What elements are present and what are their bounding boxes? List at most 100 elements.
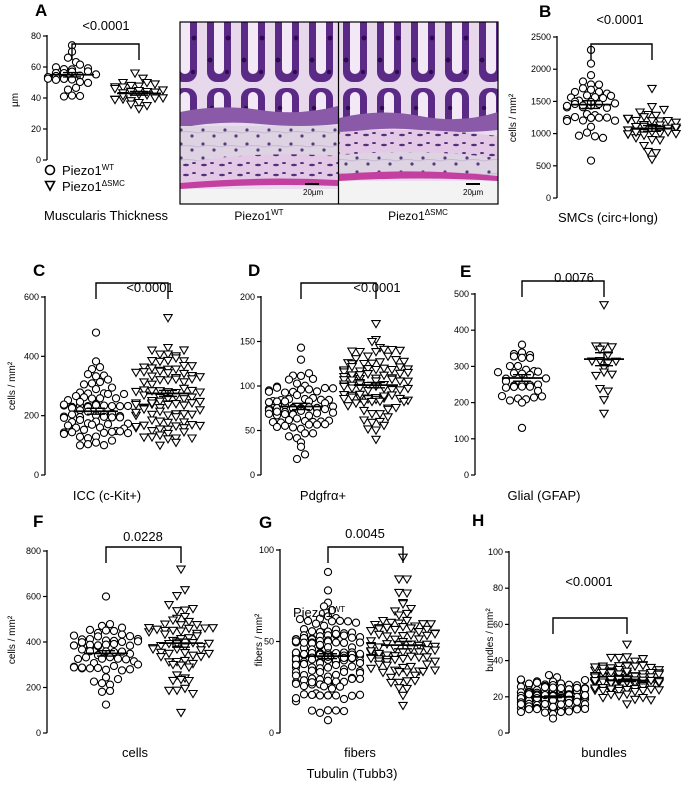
data-point-triangle [642,147,654,157]
data-point-circle [109,661,119,671]
data-point-triangle [421,653,433,662]
data-point-circle [125,632,135,641]
data-point-circle [578,77,588,86]
data-point-triangle [401,609,413,619]
significance-bracket [105,546,182,563]
data-point-triangle [346,376,358,386]
data-point-triangle [167,626,179,636]
data-point-circle [312,409,322,418]
data-point-triangle [146,380,158,390]
y-axis-label: fibers / mm² [254,613,265,666]
data-point-circle [292,390,302,400]
data-point-triangle [621,653,633,662]
data-point-triangle [413,628,425,637]
data-point-triangle [597,686,609,696]
data-point-triangle [146,346,158,356]
x-axis-label: cells [122,745,149,760]
data-point-triangle [146,427,158,436]
data-point-triangle [405,652,417,662]
data-point-triangle [397,691,409,701]
histology-wt-label: Piezo1WT [234,208,283,223]
data-point-triangle [589,677,601,686]
data-point-triangle [397,623,409,632]
data-point-circle [509,352,519,361]
data-point-triangle [162,425,174,435]
data-point-circle [323,676,333,685]
data-point-circle [121,655,131,664]
data-point-triangle [183,634,195,643]
data-point-circle [123,401,133,411]
data-point-circle [101,640,111,649]
data-point-triangle [170,375,182,385]
data-point-circle [586,122,596,131]
data-point-circle [513,361,523,371]
y-tick-label: 100 [454,434,469,444]
data-point-triangle [365,637,377,647]
y-tick-label: 0 [250,470,255,480]
data-point-circle [115,402,125,411]
data-point-circle [524,690,534,699]
data-point-circle [284,375,294,384]
data-point-circle [594,113,604,122]
data-point-triangle [393,588,405,598]
data-point-circle [320,420,330,429]
data-point-triangle [381,632,393,642]
data-point-circle [296,343,306,352]
data-point-triangle [195,646,207,655]
data-point-circle [123,428,133,438]
data-point-triangle [378,421,390,431]
y-tick-label: 100 [240,381,255,391]
y-tick-label: 40 [493,656,503,666]
data-point-circle [532,678,542,687]
y-tick-label: 0 [546,193,551,203]
data-point-triangle [186,386,198,396]
data-point-triangle [162,400,174,410]
data-point-triangle [621,667,633,677]
data-point-triangle [621,640,633,650]
data-point-triangle [606,370,618,380]
data-point-triangle [162,314,174,323]
data-point-circle [355,658,365,668]
data-point-circle [115,413,125,422]
data-point-circle [323,586,333,595]
data-point-triangle [421,631,433,641]
data-point-circle [75,60,85,69]
data-point-triangle [162,356,174,366]
data-point-circle [109,639,119,649]
data-point-triangle [621,690,633,700]
data-point-circle [339,631,349,640]
data-point-circle [517,398,527,407]
data-point-circle [562,116,572,126]
data-point-triangle [382,352,394,362]
data-point-circle [304,420,314,429]
data-point-triangle [421,625,433,635]
data-point-triangle [646,117,658,126]
y-tick-label: 200 [24,411,39,421]
data-point-circle [85,664,95,673]
data-point-triangle [175,565,187,575]
data-point-circle [85,625,95,635]
data-point-triangle [354,371,366,380]
data-point-circle [59,413,69,422]
data-point-triangle [366,359,378,369]
data-point-circle [107,383,117,392]
data-point-circle [91,384,101,394]
data-point-circle [280,421,290,430]
data-point-circle [299,690,309,699]
y-tick-label: 0 [34,470,39,480]
data-point-triangle [394,377,406,387]
data-point-triangle [605,685,617,695]
panel-letter-h: H [472,511,484,530]
data-point-circle [300,429,310,438]
data-point-circle [501,383,511,392]
data-point-triangle [645,663,657,673]
data-point-triangle [653,670,665,680]
data-point-circle [315,691,325,700]
data-point-circle [63,421,73,430]
data-point-triangle [398,357,410,367]
data-point-triangle [365,647,377,657]
y-tick-label: 20 [31,124,41,134]
data-point-triangle [342,402,354,411]
p-value-label: <0.0001 [82,18,129,33]
data-point-triangle [385,618,397,628]
